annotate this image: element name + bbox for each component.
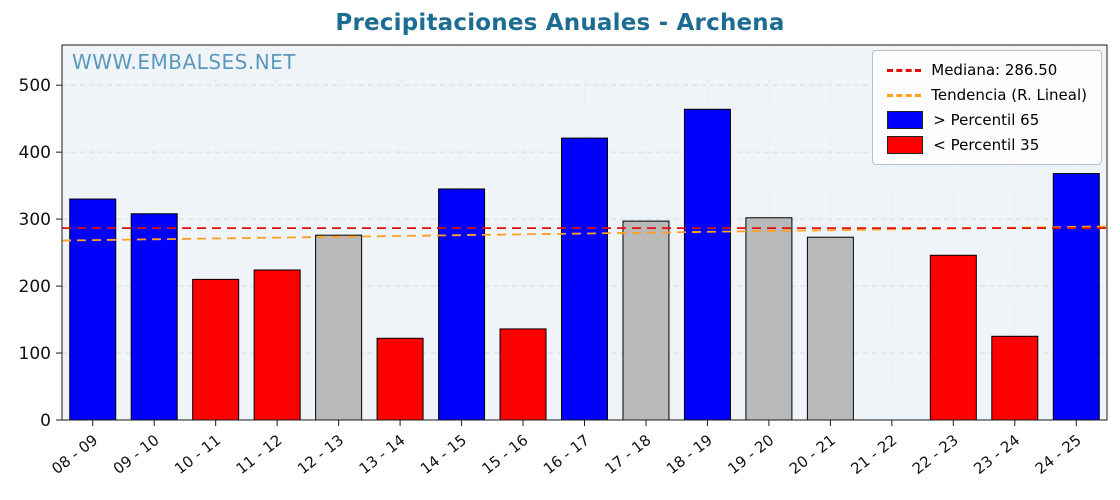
x-tick-label: 16 - 17 (540, 431, 593, 478)
x-tick-label: 13 - 14 (356, 431, 409, 478)
y-tick-label: 200 (19, 277, 51, 297)
x-tick-label: 18 - 19 (663, 431, 716, 478)
chart-title: Precipitaciones Anuales - Archena (335, 10, 785, 36)
legend: Mediana: 286.50 Tendencia (R. Lineal) > Pe… (872, 50, 1102, 165)
bar-19-20 (745, 217, 793, 421)
y-tick-label: 0 (40, 411, 51, 431)
x-tick-label: 08 - 09 (48, 431, 101, 478)
bar-09-10 (130, 213, 178, 421)
watermark: WWW.EMBALSES.NET (72, 50, 297, 74)
y-tick-label: 500 (19, 76, 51, 96)
bar-10-11 (192, 278, 240, 421)
bar-23-24 (991, 335, 1039, 421)
bar-13-14 (376, 337, 424, 421)
x-tick-label: 14 - 15 (417, 431, 470, 478)
legend-item: Tendencia (R. Lineal) (887, 86, 1087, 104)
legend-label: > Percentil 65 (933, 111, 1040, 129)
x-tick-label: 09 - 10 (110, 431, 163, 478)
bar-22-23 (929, 254, 977, 421)
legend-line-sample (887, 93, 922, 97)
legend-line-sample (887, 68, 922, 72)
x-tick-label: 23 - 24 (970, 431, 1023, 478)
bar-14-15 (438, 188, 486, 421)
legend-item: < Percentil 35 (887, 136, 1087, 154)
x-tick-label: 24 - 25 (1032, 431, 1085, 478)
bar-16-17 (561, 137, 608, 421)
x-tick-label: 12 - 13 (294, 431, 347, 478)
bar-15-16 (499, 328, 547, 421)
x-tick-label: 15 - 16 (479, 431, 532, 478)
legend-label: Tendencia (R. Lineal) (931, 86, 1087, 104)
x-tick-label: 17 - 18 (601, 431, 654, 478)
bar-11-12 (253, 269, 301, 421)
x-tick-label: 19 - 20 (724, 431, 777, 478)
y-tick-label: 400 (19, 143, 51, 163)
y-tick-label: 300 (19, 210, 51, 230)
y-tick-label: 100 (19, 344, 51, 364)
bar-18-19 (683, 108, 731, 421)
x-tick-label: 11 - 12 (233, 431, 286, 478)
x-tick-label: 10 - 11 (171, 431, 224, 478)
legend-color-swatch (887, 111, 924, 129)
bar-12-13 (315, 234, 363, 421)
legend-color-swatch (887, 136, 924, 154)
bar-17-18 (622, 220, 670, 421)
x-tick-label: 22 - 23 (909, 431, 962, 478)
legend-item: > Percentil 65 (887, 111, 1087, 129)
x-tick-label: 20 - 21 (786, 431, 839, 478)
legend-label: Mediana: 286.50 (931, 61, 1058, 79)
bar-08-09 (69, 198, 117, 421)
legend-item: Mediana: 286.50 (887, 61, 1087, 79)
x-tick-label: 21 - 22 (847, 431, 900, 478)
bar-20-21 (806, 236, 854, 421)
legend-label: < Percentil 35 (933, 136, 1040, 154)
bar-24-25 (1052, 173, 1100, 421)
